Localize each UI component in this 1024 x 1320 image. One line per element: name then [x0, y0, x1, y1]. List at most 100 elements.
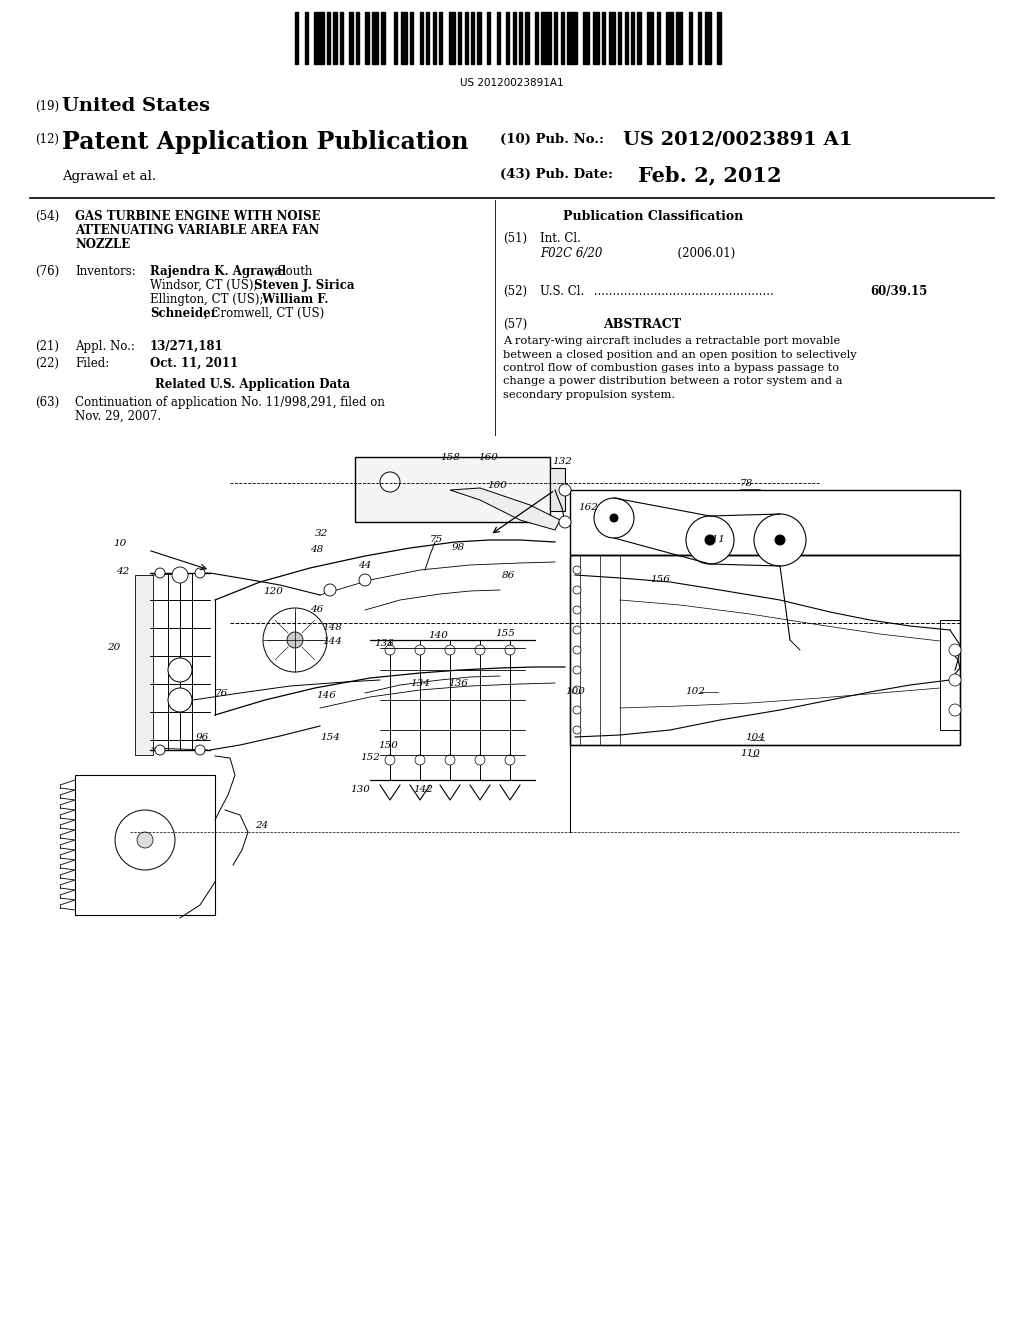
Text: Continuation of application No. 11/998,291, filed on: Continuation of application No. 11/998,2…	[75, 396, 385, 409]
Bar	[570, 554, 961, 744]
Text: 98: 98	[452, 544, 465, 553]
Circle shape	[949, 675, 961, 686]
Text: 136: 136	[449, 678, 468, 688]
Bar	[355, 12, 359, 63]
Bar	[355, 457, 550, 521]
Bar	[705, 12, 711, 63]
Text: F02C 6/20: F02C 6/20	[540, 247, 602, 260]
Text: 44: 44	[358, 561, 372, 570]
Text: 132: 132	[552, 458, 571, 466]
Text: 100: 100	[565, 688, 585, 697]
Bar	[381, 12, 385, 63]
Text: 102: 102	[685, 688, 705, 697]
Circle shape	[559, 484, 571, 496]
Bar	[477, 12, 480, 63]
Bar	[519, 12, 522, 63]
Text: 140: 140	[428, 631, 447, 640]
Bar	[593, 12, 599, 63]
Circle shape	[505, 645, 515, 655]
Circle shape	[168, 688, 193, 711]
Circle shape	[415, 645, 425, 655]
Text: (57): (57)	[503, 318, 527, 331]
Text: , Cromwell, CT (US): , Cromwell, CT (US)	[204, 308, 325, 319]
Bar	[327, 12, 330, 63]
Bar	[420, 12, 423, 63]
Text: (19): (19)	[35, 100, 59, 114]
Text: 78: 78	[740, 479, 754, 488]
Text: 156: 156	[650, 576, 670, 585]
Bar	[304, 12, 308, 63]
Bar	[400, 12, 407, 63]
Bar	[426, 12, 429, 63]
Circle shape	[610, 513, 618, 521]
Circle shape	[172, 568, 188, 583]
Bar	[506, 12, 509, 63]
Bar	[698, 12, 701, 63]
Text: Publication Classification: Publication Classification	[563, 210, 743, 223]
Bar	[542, 12, 551, 63]
Bar	[449, 12, 455, 63]
Bar	[366, 12, 369, 63]
Bar	[487, 12, 490, 63]
Bar	[535, 12, 539, 63]
Text: control flow of combustion gases into a bypass passage to: control flow of combustion gases into a …	[503, 363, 839, 374]
Text: 48: 48	[310, 545, 324, 554]
Text: 142: 142	[413, 785, 433, 795]
Circle shape	[445, 645, 455, 655]
Circle shape	[573, 606, 581, 614]
Circle shape	[359, 574, 371, 586]
Text: US 2012/0023891 A1: US 2012/0023891 A1	[623, 129, 853, 148]
Bar	[349, 12, 352, 63]
Text: (63): (63)	[35, 396, 59, 409]
Text: Schneider: Schneider	[150, 308, 217, 319]
Text: 148: 148	[322, 623, 342, 632]
Bar	[372, 12, 378, 63]
Text: 42: 42	[116, 568, 129, 577]
Text: 46: 46	[310, 606, 324, 615]
Text: Ellington, CT (US);: Ellington, CT (US);	[150, 293, 263, 306]
Text: US 20120023891A1: US 20120023891A1	[460, 78, 564, 88]
Bar	[513, 12, 516, 63]
Text: 144: 144	[322, 636, 342, 645]
Bar	[688, 12, 692, 63]
Bar	[411, 12, 414, 63]
Circle shape	[686, 516, 734, 564]
Text: 120: 120	[263, 587, 283, 597]
Bar	[608, 12, 615, 63]
Text: 75: 75	[430, 536, 443, 544]
Text: Related U.S. Application Data: Related U.S. Application Data	[155, 378, 350, 391]
Bar	[570, 554, 961, 744]
Text: GAS TURBINE ENGINE WITH NOISE: GAS TURBINE ENGINE WITH NOISE	[75, 210, 321, 223]
Circle shape	[155, 744, 165, 755]
Text: 152: 152	[360, 754, 380, 763]
Text: 20: 20	[106, 644, 120, 652]
Text: Steven J. Sirica: Steven J. Sirica	[250, 279, 354, 292]
Text: NOZZLE: NOZZLE	[75, 238, 130, 251]
Text: Appl. No.:: Appl. No.:	[75, 341, 135, 352]
Circle shape	[380, 473, 400, 492]
Text: ATTENUATING VARIABLE AREA FAN: ATTENUATING VARIABLE AREA FAN	[75, 224, 319, 238]
Circle shape	[475, 645, 485, 655]
Text: A rotary-wing aircraft includes a retractable port movable: A rotary-wing aircraft includes a retrac…	[503, 337, 841, 346]
Bar	[554, 12, 557, 63]
Text: 158: 158	[440, 454, 460, 462]
Bar	[471, 12, 474, 63]
Circle shape	[573, 706, 581, 714]
Text: 162: 162	[578, 503, 598, 511]
Bar	[314, 12, 324, 63]
Circle shape	[775, 535, 785, 545]
Text: 76: 76	[215, 689, 228, 697]
Text: U.S. Cl.: U.S. Cl.	[540, 285, 585, 298]
Bar	[135, 576, 153, 755]
Circle shape	[705, 535, 715, 545]
Circle shape	[445, 755, 455, 766]
Text: 154: 154	[319, 734, 340, 742]
Text: Feb. 2, 2012: Feb. 2, 2012	[638, 165, 781, 185]
Circle shape	[155, 568, 165, 578]
Circle shape	[195, 744, 205, 755]
Text: 10: 10	[113, 540, 126, 549]
Text: , South: , South	[270, 265, 312, 279]
Text: Agrawal et al.: Agrawal et al.	[62, 170, 156, 183]
Text: 60/39.15: 60/39.15	[870, 285, 928, 298]
Circle shape	[573, 726, 581, 734]
